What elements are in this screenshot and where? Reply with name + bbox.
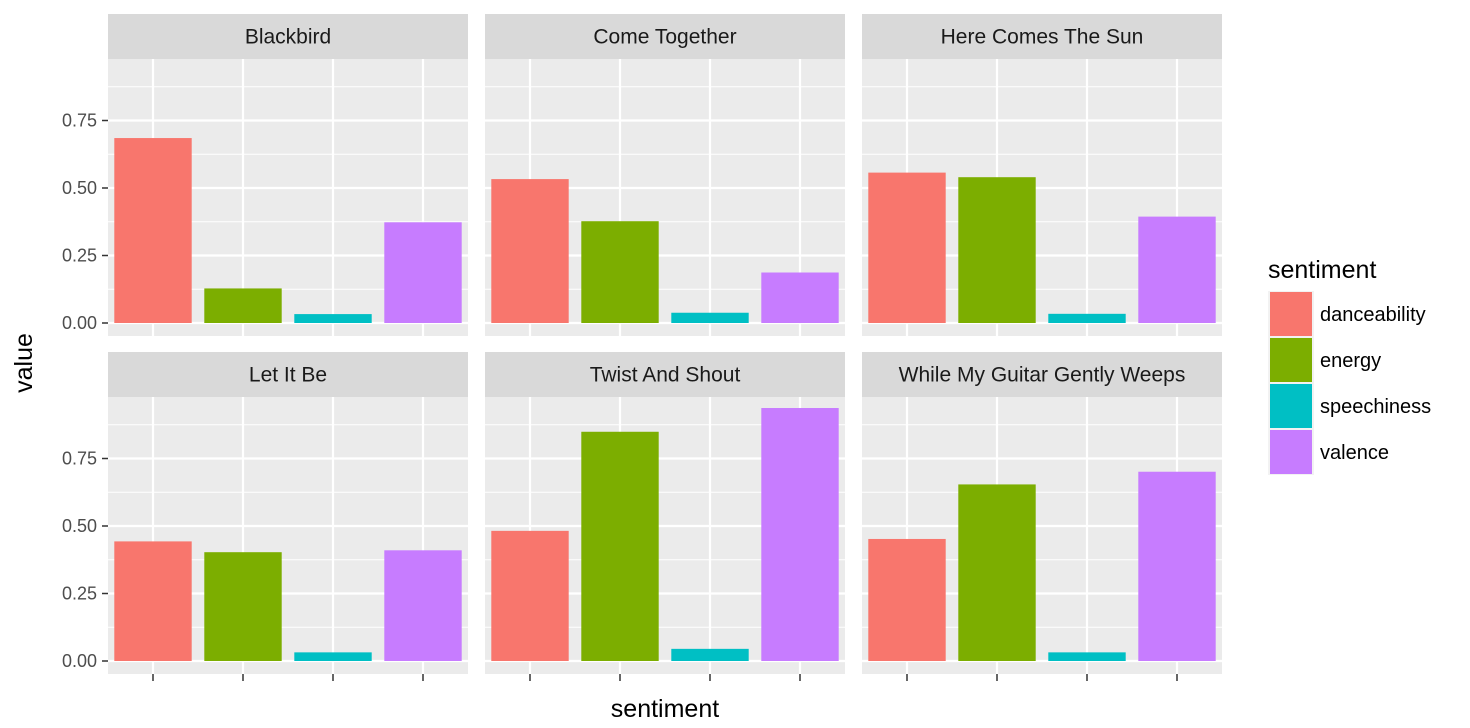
x-axis-title: sentiment xyxy=(611,695,719,723)
bar-danceability xyxy=(114,138,192,323)
bar-speechiness xyxy=(671,648,749,661)
bar-danceability xyxy=(868,172,946,323)
bar-valence xyxy=(384,222,462,323)
y-tick-label: 0.25 xyxy=(62,584,97,604)
bar-valence xyxy=(761,272,839,323)
bar-valence xyxy=(384,550,462,661)
facet-panel: Twist And Shout xyxy=(485,352,845,674)
bar-valence xyxy=(1138,216,1216,323)
y-tick-label: 0.00 xyxy=(62,313,97,333)
legend-swatch-speechiness xyxy=(1270,384,1312,428)
facet-title: Twist And Shout xyxy=(590,364,741,387)
facet-panel: Let It Be xyxy=(108,352,468,674)
y-tick-label: 0.25 xyxy=(62,246,97,266)
legend-swatch-danceability xyxy=(1270,292,1312,336)
facet-panel: Come Together xyxy=(485,14,845,336)
bar-danceability xyxy=(491,179,569,323)
facet-strip xyxy=(485,14,845,59)
facet-strip xyxy=(862,14,1222,59)
bar-valence xyxy=(761,408,839,661)
legend-label: danceability xyxy=(1320,304,1426,326)
facet-panels: Blackbird Come Together Here Comes The Sun… xyxy=(108,14,1222,674)
bar-speechiness xyxy=(1048,652,1126,661)
facet-title: Here Comes The Sun xyxy=(941,26,1144,49)
facet-panel: Blackbird xyxy=(108,14,468,336)
bar-energy xyxy=(204,288,282,323)
bar-speechiness xyxy=(294,652,372,661)
bar-danceability xyxy=(114,541,192,661)
x-axes xyxy=(152,674,1178,681)
facet-strip xyxy=(108,14,468,59)
facet-strip xyxy=(485,352,845,397)
facet-title: While My Guitar Gently Weeps xyxy=(899,364,1186,387)
facet-panel: While My Guitar Gently Weeps xyxy=(862,352,1222,674)
legend-label: valence xyxy=(1320,442,1389,464)
bar-speechiness xyxy=(1048,313,1126,323)
facet-title: Come Together xyxy=(593,26,736,49)
bar-energy xyxy=(204,552,282,661)
legend-label: energy xyxy=(1320,350,1381,372)
facet-panel: Here Comes The Sun xyxy=(862,14,1222,336)
facet-title: Blackbird xyxy=(245,26,331,49)
bar-danceability xyxy=(868,538,946,661)
bar-energy xyxy=(958,484,1036,661)
y-axis-title: value xyxy=(10,333,38,393)
facet-strip xyxy=(108,352,468,397)
bar-speechiness xyxy=(671,312,749,323)
y-tick-label: 0.75 xyxy=(62,111,97,131)
bar-energy xyxy=(958,177,1036,323)
legend-label: speechiness xyxy=(1320,396,1431,418)
bar-valence xyxy=(1138,471,1216,661)
legend-swatch-energy xyxy=(1270,338,1312,382)
bar-speechiness xyxy=(294,314,372,323)
bar-energy xyxy=(581,431,659,661)
legend-title: sentiment xyxy=(1268,256,1376,284)
y-tick-label: 0.75 xyxy=(62,449,97,469)
legend-swatch-valence xyxy=(1270,430,1312,474)
y-tick-label: 0.50 xyxy=(62,178,97,198)
y-tick-label: 0.00 xyxy=(62,651,97,671)
legend: sentiment danceability energy speechiness v… xyxy=(1268,256,1431,475)
facet-title: Let It Be xyxy=(249,364,327,387)
bar-danceability xyxy=(491,530,569,661)
y-tick-label: 0.50 xyxy=(62,516,97,536)
y-axes: 0.00 0.25 0.50 0.75 0.00 0.25 0.50 0.75 xyxy=(62,111,108,671)
facet-strip xyxy=(862,352,1222,397)
bar-energy xyxy=(581,221,659,323)
